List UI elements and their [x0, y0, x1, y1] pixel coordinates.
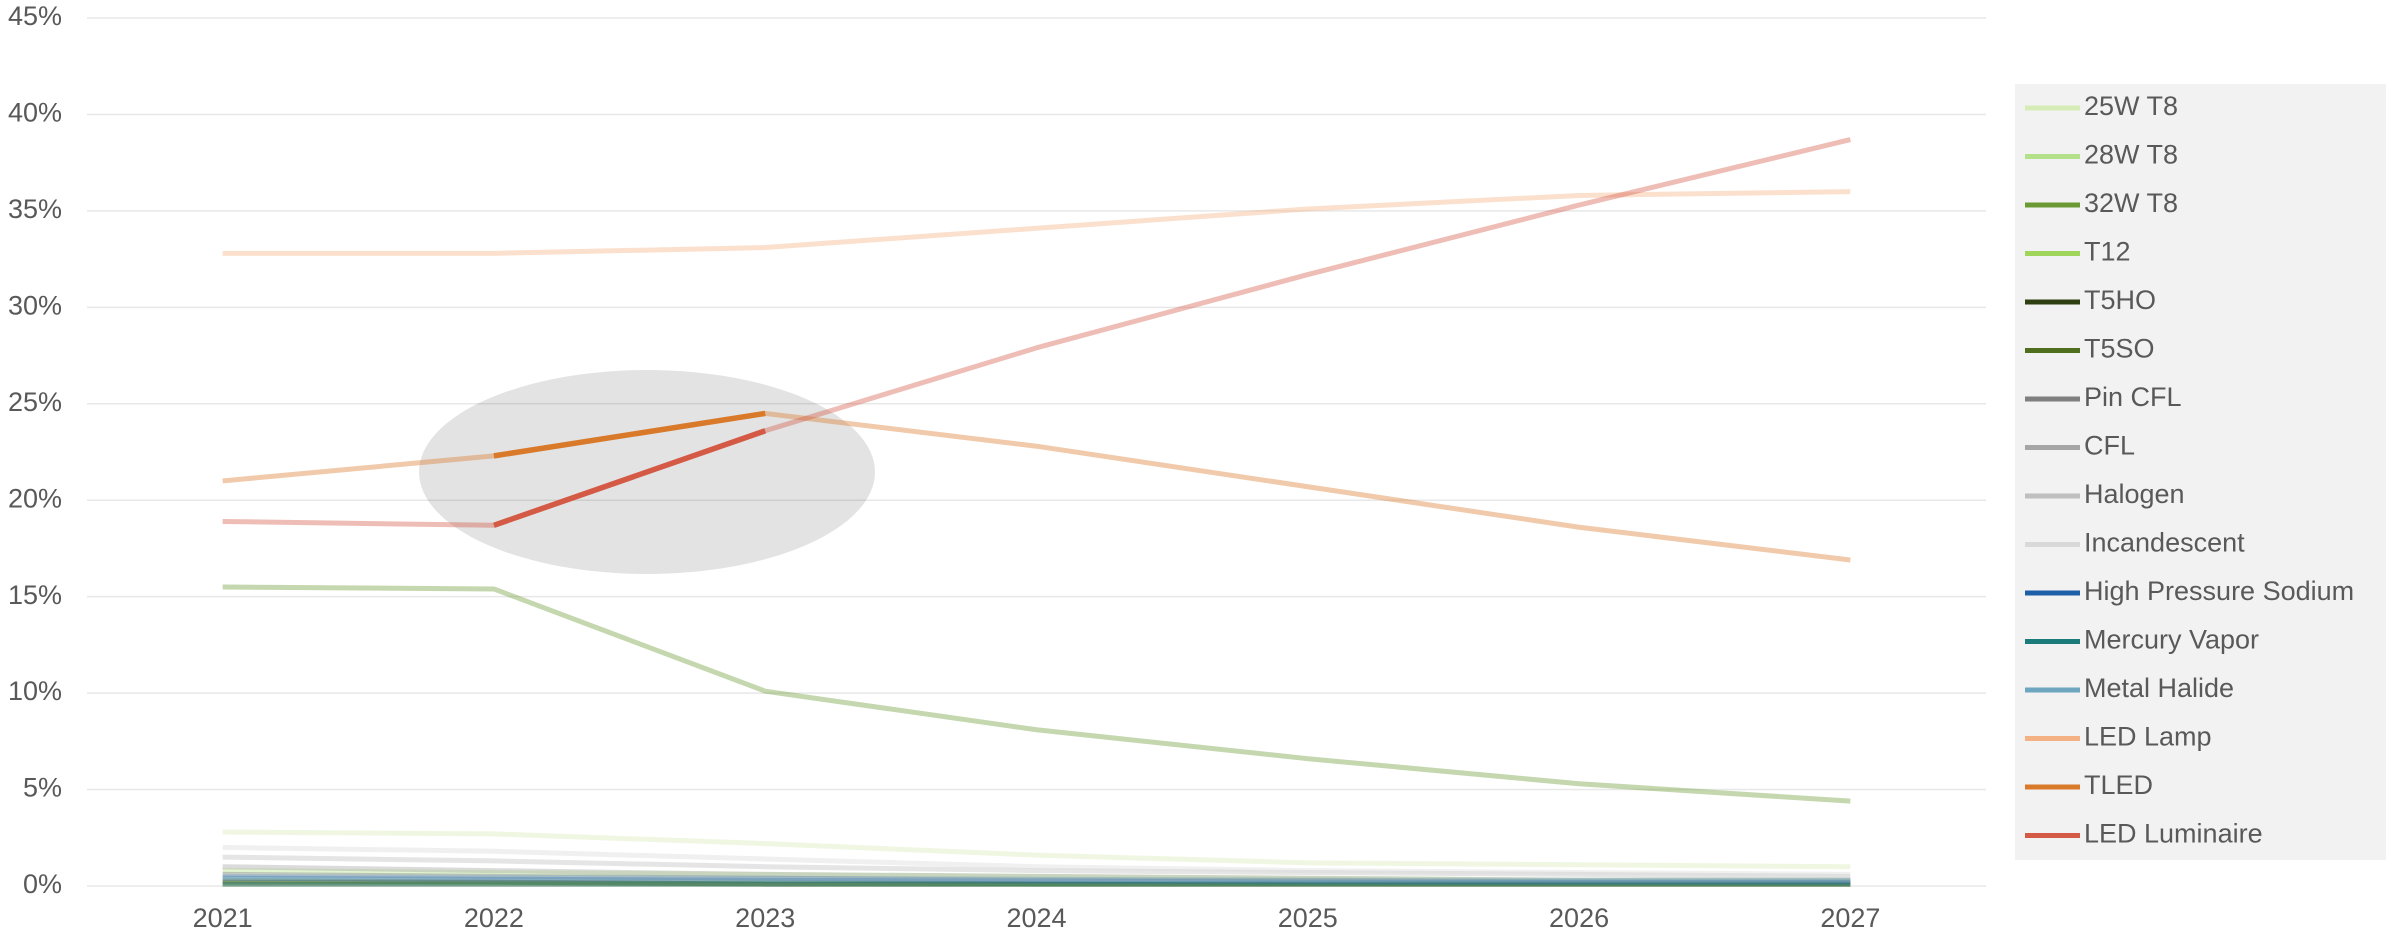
y-tick-label: 45% — [8, 1, 62, 31]
legend-label: Mercury Vapor — [2084, 625, 2259, 655]
y-tick-label: 15% — [8, 580, 62, 610]
x-tick-label: 2024 — [1006, 903, 1066, 933]
legend-label: T5HO — [2084, 285, 2156, 315]
y-tick-label: 10% — [8, 676, 62, 706]
legend-label: LED Luminaire — [2084, 819, 2263, 849]
legend-label: 25W T8 — [2084, 91, 2178, 121]
grid: 0% 5% 10% 15% 20% 25% 30% 35% 40% 45% 2021 2022 2023… — [8, 1, 1986, 933]
series-line — [222, 868, 1851, 883]
legend-label: Pin CFL — [2084, 382, 2182, 412]
y-tick-label: 40% — [8, 98, 62, 128]
legend-label: Incandescent — [2084, 528, 2245, 558]
x-tick-label: 2021 — [193, 903, 253, 933]
x-tick-label: 2026 — [1549, 903, 1609, 933]
y-tick-label: 35% — [8, 194, 62, 224]
x-tick-label: 2027 — [1820, 903, 1880, 933]
legend-label: CFL — [2084, 431, 2135, 461]
series-line — [222, 584, 1851, 804]
y-tick-label: 5% — [23, 773, 62, 803]
emphasis-line — [493, 410, 766, 459]
legend-label: 28W T8 — [2084, 140, 2178, 170]
y-tick-label: 25% — [8, 387, 62, 417]
series-line — [222, 854, 1851, 879]
series-line — [222, 871, 1851, 885]
x-tick-label: 2025 — [1278, 903, 1338, 933]
legend-label: Halogen — [2084, 479, 2185, 509]
legend-label: T5SO — [2084, 334, 2155, 364]
emphasis-line — [493, 428, 767, 528]
series-line — [222, 189, 1851, 256]
series-line — [222, 829, 1851, 870]
x-tick-label: 2022 — [464, 903, 524, 933]
series-line — [222, 879, 1851, 887]
series-line — [222, 875, 1851, 885]
legend-label: Metal Halide — [2084, 673, 2234, 703]
legend: 25W T8 28W T8 32W T8 T12 T5HO T5SO Pin CFL CFL H… — [2025, 91, 2354, 849]
lines — [222, 137, 1851, 887]
x-tick-label: 2023 — [735, 903, 795, 933]
legend-label: 32W T8 — [2084, 188, 2178, 218]
series-line — [222, 844, 1851, 877]
series-line — [222, 864, 1851, 883]
y-tick-label: 20% — [8, 483, 62, 513]
legend-label: High Pressure Sodium — [2084, 576, 2354, 606]
series-line — [222, 873, 1851, 883]
legend-box — [2015, 84, 2386, 860]
y-tick-label: 30% — [8, 290, 62, 320]
legend-label: T12 — [2084, 237, 2131, 267]
y-tick-label: 0% — [23, 869, 62, 899]
series-line — [222, 877, 1851, 887]
legend-label: LED Lamp — [2084, 722, 2212, 752]
legend-label: TLED — [2084, 770, 2153, 800]
